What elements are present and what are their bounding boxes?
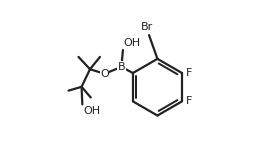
Text: OH: OH [83, 106, 100, 116]
Text: OH: OH [124, 38, 141, 48]
Text: Br: Br [141, 22, 153, 32]
Text: B: B [118, 62, 125, 72]
Text: O: O [100, 69, 109, 79]
Text: F: F [186, 68, 192, 78]
Text: F: F [186, 96, 192, 106]
